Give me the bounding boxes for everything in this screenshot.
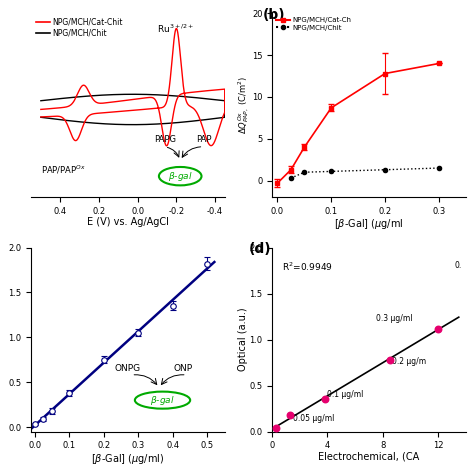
X-axis label: Electrochemical, (CA: Electrochemical, (CA <box>318 452 419 462</box>
Text: $\beta$-gal: $\beta$-gal <box>150 393 175 407</box>
Text: PAP/PAP$^{Ox}$: PAP/PAP$^{Ox}$ <box>41 164 86 176</box>
X-axis label: [$\beta$-Gal] ($\mu$g/ml: [$\beta$-Gal] ($\mu$g/ml <box>334 218 404 231</box>
Text: PAPG: PAPG <box>154 135 176 144</box>
Y-axis label: Optical (a.u.): Optical (a.u.) <box>238 308 248 371</box>
Text: 0.: 0. <box>455 261 462 270</box>
Legend: NPG/MCH/Cat-Ch, NPG/MCH/Chit: NPG/MCH/Cat-Ch, NPG/MCH/Chit <box>275 17 352 32</box>
Text: ONPG: ONPG <box>115 365 141 374</box>
Text: 0.2 μg/m: 0.2 μg/m <box>392 357 427 366</box>
Text: Ru$^{3+/2+}$: Ru$^{3+/2+}$ <box>157 22 194 35</box>
Text: 0.1 μg/ml: 0.1 μg/ml <box>328 390 364 399</box>
Text: 0.3 μg/ml: 0.3 μg/ml <box>376 314 412 323</box>
Point <box>321 396 328 403</box>
Point <box>386 356 393 364</box>
Text: PAP: PAP <box>196 135 211 144</box>
X-axis label: [$\beta$-Gal] ($\mu$g/ml): [$\beta$-Gal] ($\mu$g/ml) <box>91 452 164 465</box>
Y-axis label: $\Delta Q^{Ox}_{PAP,}$ (C/m$^2$): $\Delta Q^{Ox}_{PAP,}$ (C/m$^2$) <box>236 76 250 134</box>
Point <box>434 325 442 332</box>
Text: (d): (d) <box>249 242 272 256</box>
X-axis label: E (V) vs. Ag/AgCl: E (V) vs. Ag/AgCl <box>87 218 169 228</box>
Text: $\beta$-gal: $\beta$-gal <box>168 170 192 182</box>
Text: ONP: ONP <box>173 365 193 374</box>
Text: R$^2$=0.9949: R$^2$=0.9949 <box>282 260 333 273</box>
Point <box>273 424 280 432</box>
Text: (b): (b) <box>263 8 285 22</box>
Point <box>286 411 294 419</box>
Legend: NPG/MCH/Cat-Chit, NPG/MCH/Chit: NPG/MCH/Cat-Chit, NPG/MCH/Chit <box>35 17 123 38</box>
Text: 0.05 μg/ml: 0.05 μg/ml <box>293 413 334 422</box>
